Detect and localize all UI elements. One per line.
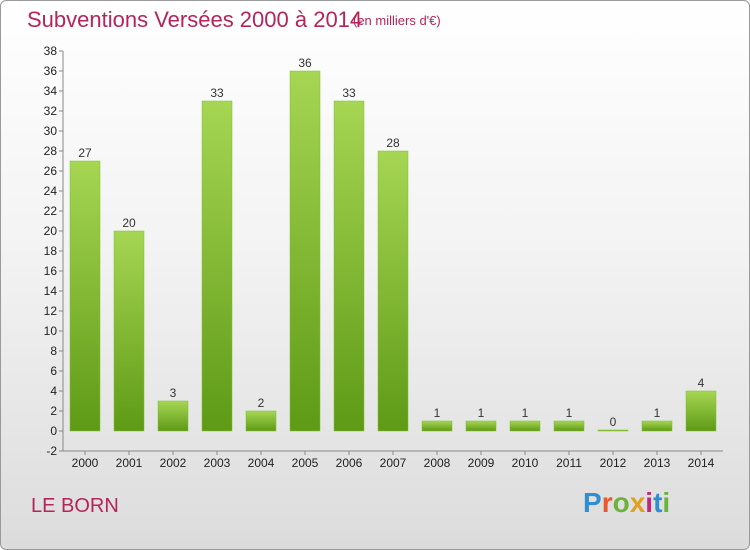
bar-2007 — [377, 150, 409, 432]
y-tick-label: 8 — [50, 344, 57, 358]
y-tick-label: 20 — [44, 224, 58, 238]
y-tick-label: 26 — [44, 164, 58, 178]
y-tick-label: 32 — [44, 104, 58, 118]
y-tick-label: 0 — [50, 424, 57, 438]
value-label-2006: 33 — [342, 86, 356, 100]
bar-2001 — [113, 230, 145, 432]
y-tick-label: 16 — [44, 264, 58, 278]
x-tick-label-2014: 2014 — [688, 456, 715, 470]
x-tick-label-2008: 2008 — [424, 456, 451, 470]
x-tick-label-2000: 2000 — [72, 456, 99, 470]
bar-2002 — [157, 400, 189, 432]
bar-2003 — [201, 100, 233, 432]
y-tick-label: 38 — [44, 44, 58, 58]
bar-2012 — [597, 429, 629, 432]
value-label-2002: 3 — [170, 386, 177, 400]
bar-2009 — [465, 420, 497, 432]
y-tick-label: 22 — [44, 204, 58, 218]
y-tick-label: -2 — [46, 444, 57, 458]
axes: -202468101214161820222426283032343638200… — [44, 44, 723, 470]
bar-2004 — [245, 410, 277, 432]
x-tick-label-2013: 2013 — [644, 456, 671, 470]
bar-2006 — [333, 100, 365, 432]
y-tick-label: 36 — [44, 64, 58, 78]
x-tick-label-2011: 2011 — [556, 456, 582, 470]
value-label-2013: 1 — [654, 406, 661, 420]
value-label-2011: 1 — [566, 406, 573, 420]
y-tick-label: 2 — [50, 404, 57, 418]
bar-2010 — [509, 420, 541, 432]
value-label-2007: 28 — [386, 136, 400, 150]
value-label-2012: 0 — [610, 415, 617, 429]
chart-subtitle: (en milliers d'€) — [353, 13, 441, 28]
value-label-2005: 36 — [298, 56, 312, 70]
value-label-2010: 1 — [522, 406, 529, 420]
x-tick-label-2005: 2005 — [292, 456, 319, 470]
chart-title: Subventions Versées 2000 à 2014 — [27, 7, 363, 32]
bar-2000 — [69, 160, 101, 432]
y-tick-label: 12 — [44, 304, 58, 318]
x-tick-label-2003: 2003 — [204, 456, 231, 470]
bar-2005 — [289, 70, 321, 432]
x-tick-label-2004: 2004 — [248, 456, 275, 470]
commune-name: LE BORN — [31, 495, 119, 517]
value-label-2003: 33 — [210, 86, 224, 100]
x-tick-label-2012: 2012 — [600, 456, 627, 470]
value-label-2000: 27 — [78, 146, 92, 160]
value-label-2004: 2 — [258, 396, 265, 410]
y-tick-label: 18 — [44, 244, 58, 258]
x-tick-label-2010: 2010 — [512, 456, 539, 470]
x-tick-label-2002: 2002 — [160, 456, 187, 470]
bar-2014 — [685, 390, 717, 432]
proxiti-logo[interactable]: Proxiti — [583, 487, 671, 518]
y-tick-label: 6 — [50, 364, 57, 378]
y-tick-label: 34 — [44, 84, 58, 98]
y-tick-label: 4 — [50, 384, 57, 398]
y-tick-label: 10 — [44, 324, 58, 338]
y-tick-label: 28 — [44, 144, 58, 158]
x-tick-label-2007: 2007 — [380, 456, 407, 470]
bar-2013 — [641, 420, 673, 432]
bar-2008 — [421, 420, 453, 432]
y-tick-label: 24 — [44, 184, 58, 198]
y-tick-label: 14 — [44, 284, 58, 298]
value-label-2001: 20 — [122, 216, 136, 230]
value-label-2008: 1 — [434, 406, 441, 420]
value-label-2009: 1 — [478, 406, 485, 420]
bar-2011 — [553, 420, 585, 432]
x-tick-label-2006: 2006 — [336, 456, 363, 470]
x-tick-label-2009: 2009 — [468, 456, 495, 470]
value-label-2014: 4 — [698, 376, 705, 390]
y-tick-label: 30 — [44, 124, 58, 138]
x-tick-label-2001: 2001 — [116, 456, 143, 470]
